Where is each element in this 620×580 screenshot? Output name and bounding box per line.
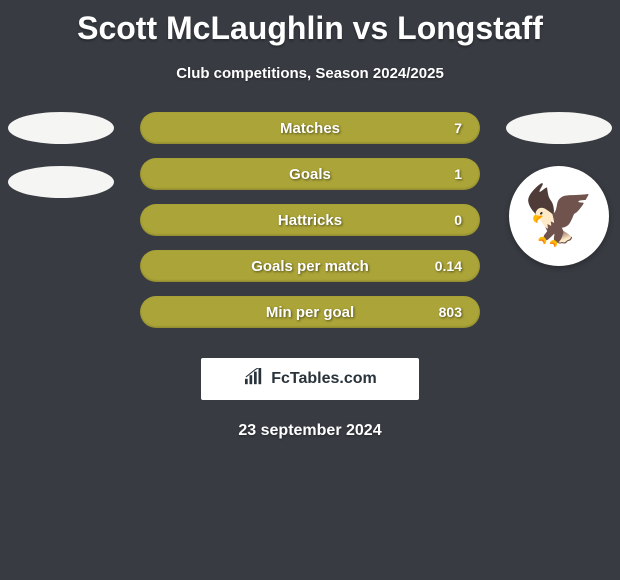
stat-row-matches: Matches 7 bbox=[140, 112, 480, 144]
stat-row-goals: Goals 1 bbox=[140, 158, 480, 190]
player1-club-placeholder bbox=[8, 112, 114, 144]
stat-value: 803 bbox=[439, 304, 462, 320]
player1-name: Scott McLaughlin bbox=[77, 10, 344, 46]
brand-label: FcTables.com bbox=[271, 370, 377, 388]
player1-flag-placeholder bbox=[8, 166, 114, 198]
stat-label: Goals per match bbox=[251, 258, 369, 275]
club-crest-icon: 🦅 bbox=[523, 182, 595, 250]
stat-value: 0 bbox=[454, 212, 462, 228]
stat-row-min-per-goal: Min per goal 803 bbox=[140, 296, 480, 328]
player2-club-badge: 🦅 bbox=[509, 166, 609, 266]
snapshot-date: 23 september 2024 bbox=[0, 422, 620, 440]
stat-row-hattricks: Hattricks 0 bbox=[140, 204, 480, 236]
stat-label: Min per goal bbox=[266, 304, 354, 321]
comparison-subtitle: Club competitions, Season 2024/2025 bbox=[0, 65, 620, 82]
stat-label: Matches bbox=[280, 120, 340, 137]
stat-label: Goals bbox=[289, 166, 331, 183]
comparison-main: 🦅 Matches 7 Goals 1 Hattricks 0 Goals pe… bbox=[0, 112, 620, 328]
stat-bars: Matches 7 Goals 1 Hattricks 0 Goals per … bbox=[140, 112, 480, 328]
brand-badge[interactable]: FcTables.com bbox=[201, 358, 419, 400]
bar-chart-icon bbox=[243, 368, 265, 391]
stat-value: 1 bbox=[454, 166, 462, 182]
stat-value: 7 bbox=[454, 120, 462, 136]
left-player-badges bbox=[8, 112, 114, 198]
vs-label: vs bbox=[353, 10, 389, 46]
stat-row-goals-per-match: Goals per match 0.14 bbox=[140, 250, 480, 282]
player2-flag-placeholder bbox=[506, 112, 612, 144]
right-player-badges: 🦅 bbox=[506, 112, 612, 266]
comparison-title: Scott McLaughlin vs Longstaff bbox=[0, 0, 620, 47]
stat-value: 0.14 bbox=[435, 258, 462, 274]
player2-name: Longstaff bbox=[397, 10, 543, 46]
stat-label: Hattricks bbox=[278, 212, 342, 229]
